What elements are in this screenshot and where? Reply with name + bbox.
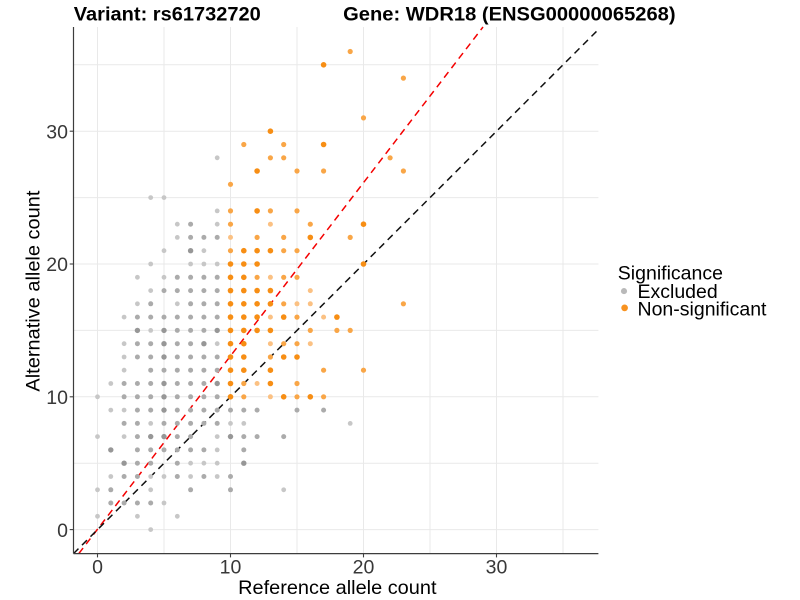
svg-text:Reference allele count: Reference allele count (238, 577, 437, 599)
svg-text:20: 20 (46, 254, 68, 276)
svg-text:0: 0 (92, 557, 103, 579)
svg-text:Excluded: Excluded (638, 281, 718, 303)
svg-text:Variant: rs61732720: Variant: rs61732720 (74, 4, 261, 25)
svg-text:Significance: Significance (618, 263, 723, 285)
svg-text:10: 10 (46, 387, 68, 409)
svg-text:20: 20 (353, 557, 375, 579)
svg-text:0: 0 (57, 520, 68, 542)
svg-text:Gene: WDR18 (ENSG00000065268): Gene: WDR18 (ENSG00000065268) (343, 4, 675, 25)
svg-text:30: 30 (486, 557, 508, 579)
svg-text:10: 10 (220, 557, 242, 579)
svg-text:30: 30 (46, 121, 68, 143)
svg-text:Alternative allele count: Alternative allele count (22, 190, 44, 392)
svg-text:Non-significant: Non-significant (638, 299, 768, 321)
